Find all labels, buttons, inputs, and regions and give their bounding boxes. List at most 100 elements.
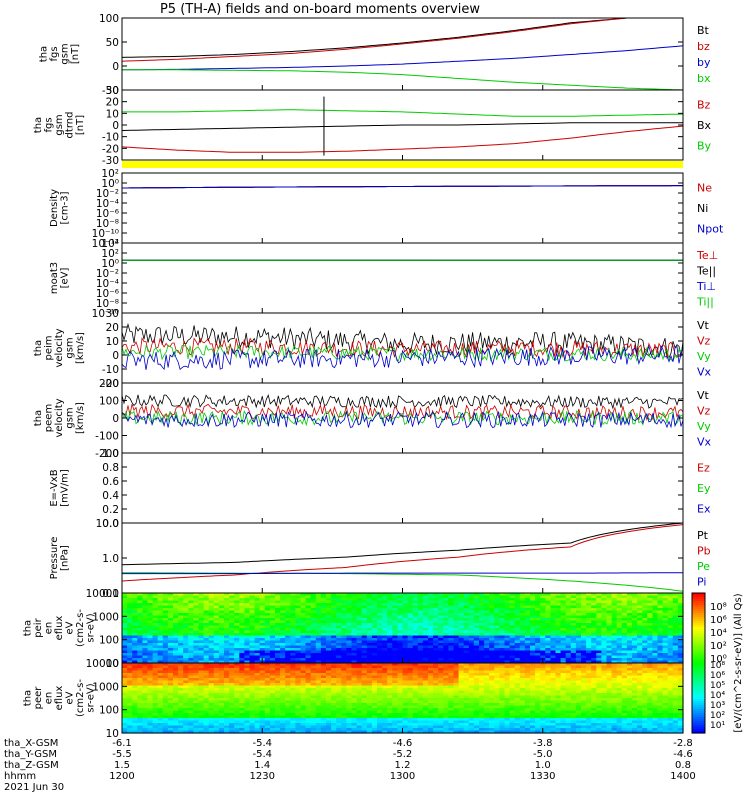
spectrogram-cell — [662, 615, 669, 619]
spectrogram-cell — [422, 605, 429, 609]
spectrogram-cell — [453, 655, 460, 659]
spectrogram-cell — [275, 730, 281, 734]
spectrogram-cell — [433, 633, 439, 637]
spectrogram-cell — [581, 603, 587, 607]
spectrogram-cell — [468, 643, 475, 647]
spectrogram-cell — [632, 635, 638, 639]
spectrogram-cell — [162, 700, 169, 704]
spectrogram-cell — [351, 723, 358, 727]
spectrogram-cell — [382, 635, 388, 639]
spectrogram-cell — [356, 690, 363, 694]
series-line-bx — [122, 69, 684, 91]
spectrogram-cell — [310, 655, 317, 659]
spectrogram-cell — [341, 673, 347, 677]
spectrogram-cell — [234, 685, 240, 689]
spectrogram-cell — [183, 643, 189, 647]
spectrogram-cell — [392, 688, 398, 692]
spectrogram-cell — [157, 683, 164, 687]
spectrogram-cell — [422, 625, 429, 629]
spectrogram-cell — [677, 653, 684, 657]
spectrogram-cell — [229, 608, 235, 612]
spectrogram-cell — [453, 625, 460, 629]
spectrogram-cell — [586, 648, 592, 652]
spectrogram-cell — [162, 670, 169, 674]
spectrogram-cell — [448, 620, 455, 624]
spectrogram-cell — [157, 628, 164, 632]
spectrogram-cell — [652, 598, 659, 602]
spectrogram-cell — [479, 595, 485, 599]
spectrogram-cell — [346, 633, 353, 637]
spectrogram-cell — [331, 618, 337, 622]
spectrogram-cell — [484, 643, 490, 647]
spectrogram-cell — [397, 680, 404, 684]
spectrogram-cell — [581, 643, 587, 647]
spectrogram-cell — [198, 700, 205, 704]
spectrogram-cell — [586, 660, 592, 664]
spectrogram-cell — [295, 705, 302, 709]
spectrogram-cell — [591, 645, 597, 649]
spectrogram-cell — [203, 728, 210, 732]
spectrogram-cell — [509, 643, 516, 647]
spectrogram-cell — [382, 698, 388, 702]
spectrogram-cell — [570, 630, 577, 634]
spectrogram-cell — [295, 593, 302, 597]
spectrogram-cell — [672, 623, 679, 627]
spectrogram-cell — [657, 633, 664, 637]
spectrogram-cell — [320, 643, 327, 647]
spectrogram-cell — [346, 678, 353, 682]
spectrogram-cell — [606, 605, 613, 609]
spectrogram-cell — [581, 625, 587, 629]
spectrogram-cell — [499, 635, 506, 639]
spectrogram-cell — [173, 723, 179, 727]
spectrogram-cell — [591, 643, 597, 647]
spectrogram-cell — [157, 725, 164, 729]
spectrogram-cell — [448, 655, 455, 659]
spectrogram-cell — [326, 718, 332, 722]
spectrogram-cell — [555, 603, 562, 607]
spectrogram-cell — [407, 698, 414, 702]
spectrogram-cell — [524, 640, 531, 644]
spectrogram-cell — [371, 728, 378, 732]
spectrogram-cell — [183, 635, 189, 639]
spectrogram-cell — [407, 655, 414, 659]
spectrogram-cell — [351, 653, 358, 657]
spectrogram-cell — [239, 650, 245, 654]
spectrogram-cell — [616, 605, 623, 609]
spectrogram-cell — [147, 690, 154, 694]
spectrogram-cell — [285, 658, 291, 662]
spectrogram-cell — [167, 728, 174, 732]
spectrogram-cell — [254, 660, 261, 664]
spectrogram-cell — [218, 730, 225, 734]
spectrogram-cell — [229, 685, 235, 689]
spectrogram-cell — [336, 720, 342, 724]
spectrogram-cell — [234, 645, 240, 649]
spectrogram-cell — [387, 683, 393, 687]
spectrogram-cell — [672, 628, 679, 632]
spectrogram-cell — [229, 603, 235, 607]
spectrogram-cell — [494, 655, 500, 659]
spectrogram-cell — [320, 648, 327, 652]
spectrogram-cell — [259, 628, 266, 632]
spectrogram-cell — [229, 720, 235, 724]
legend-label-Ex: Ex — [697, 503, 711, 516]
spectrogram-cell — [122, 615, 128, 619]
spectrogram-cell — [137, 665, 143, 669]
spectrogram-cell — [596, 615, 602, 619]
spectrogram-cell — [586, 635, 592, 639]
spectrogram-cell — [264, 623, 271, 627]
spectrogram-cell — [127, 620, 133, 624]
spectrogram-cell — [463, 598, 470, 602]
spectrogram-cell — [178, 683, 184, 687]
spectrogram-cell — [458, 630, 465, 634]
spectrogram-cell — [127, 730, 133, 734]
spectrogram-cell — [239, 693, 245, 697]
spectrogram-cell — [632, 658, 638, 662]
spectrogram-cell — [157, 648, 164, 652]
spectrogram-cell — [637, 598, 643, 602]
spectrogram-cell — [606, 603, 613, 607]
spectrogram-cell — [142, 640, 149, 644]
spectrogram-cell — [244, 658, 251, 662]
spectrogram-cell — [637, 625, 643, 629]
spectrogram-cell — [280, 670, 286, 674]
spectrogram-cell — [484, 623, 490, 627]
